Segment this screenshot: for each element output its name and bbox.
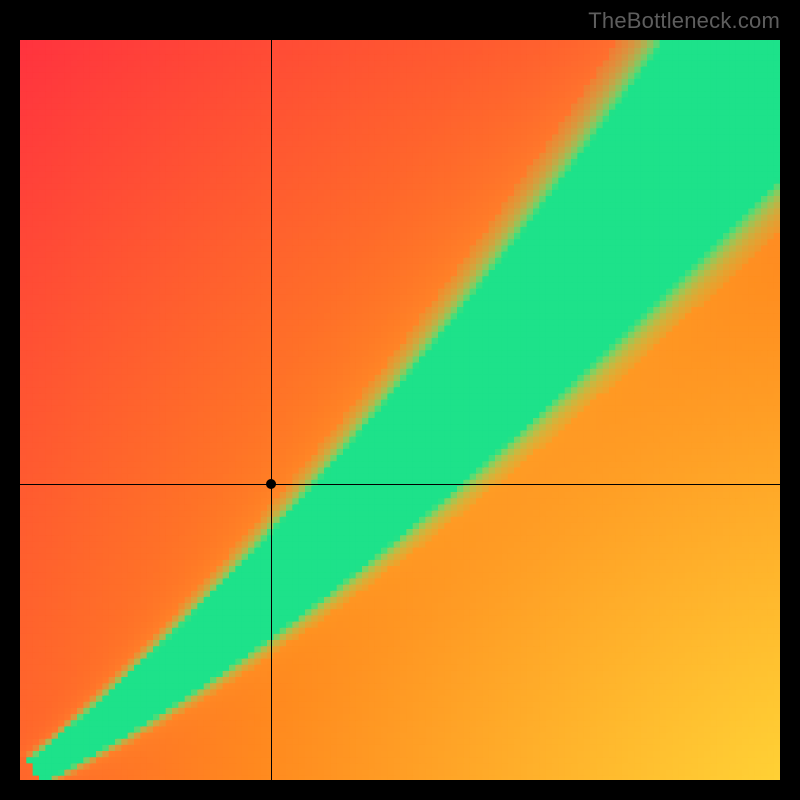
chart-frame: TheBottleneck.com: [0, 0, 800, 800]
heatmap-canvas: [20, 40, 780, 780]
watermark: TheBottleneck.com: [588, 8, 780, 34]
heatmap-plot: [20, 40, 780, 780]
